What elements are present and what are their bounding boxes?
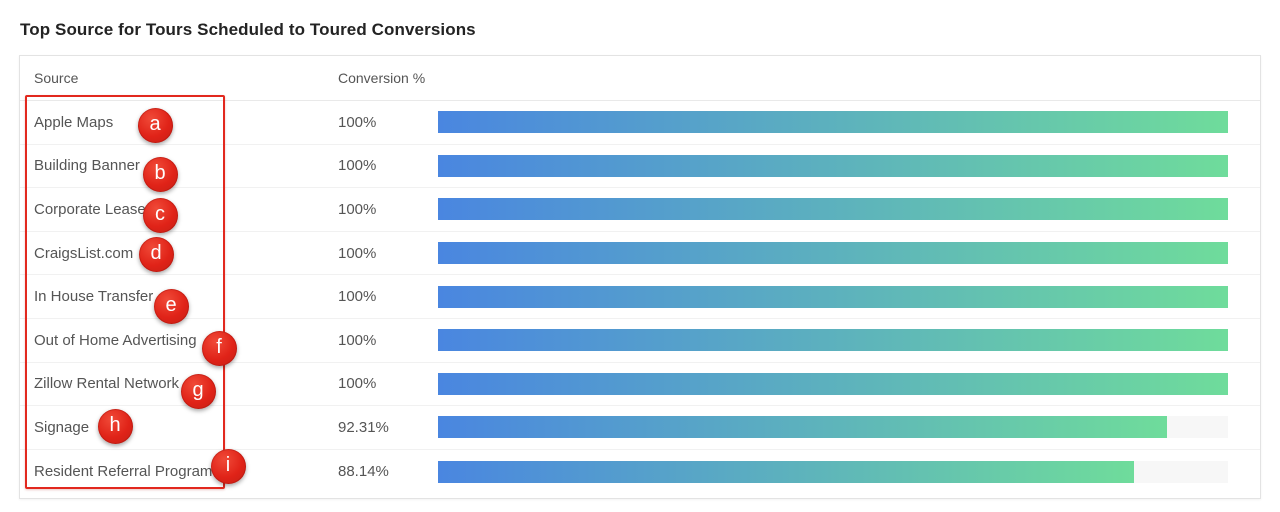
table-header-row: Source Conversion % — [20, 56, 1260, 101]
table-row: Building Banner 100% — [20, 145, 1260, 189]
conversion-bar-track — [438, 285, 1228, 308]
conversion-bar — [438, 285, 1228, 308]
table-row: Apple Maps 100% — [20, 101, 1260, 145]
conversion-bar — [438, 460, 1135, 483]
table-row: Signage 92.31% — [20, 406, 1260, 450]
table-row: CraigsList.com 100% — [20, 232, 1260, 276]
source-label: Resident Referral Program — [34, 463, 213, 481]
conversion-bar — [438, 111, 1228, 134]
conversion-bar — [438, 372, 1228, 395]
source-label: Apple Maps — [34, 113, 114, 131]
conversion-bar — [438, 242, 1228, 265]
conversion-value: 92.31% — [338, 418, 389, 436]
conversion-bar-track — [438, 111, 1228, 134]
conversion-value: 100% — [338, 375, 377, 393]
conversion-bar-track — [438, 154, 1228, 177]
source-label: Signage — [34, 418, 90, 436]
conversion-bar-track — [438, 416, 1228, 439]
table-row: In House Transfer 100% — [20, 275, 1260, 319]
table-row: Resident Referral Program 88.14% — [20, 450, 1260, 494]
conversion-bar-track — [438, 198, 1228, 221]
conversion-value: 100% — [338, 113, 377, 131]
table-body: Apple Maps 100% Building Banner 100% Cor… — [20, 101, 1260, 493]
conversion-bar — [438, 154, 1228, 177]
table-row: Zillow Rental Network 100% — [20, 363, 1260, 407]
source-label: Out of Home Advertising — [34, 331, 197, 349]
column-header-conversion: Conversion % — [338, 70, 426, 86]
source-label: Corporate Lease — [34, 200, 146, 218]
page-title: Top Source for Tours Scheduled to Toured… — [20, 20, 476, 39]
conversion-bar — [438, 416, 1168, 439]
conversion-report-card: Source Conversion % Apple Maps 100% Buil… — [19, 55, 1261, 499]
source-label: Building Banner — [34, 157, 140, 175]
conversion-value: 100% — [338, 288, 377, 306]
conversion-value: 100% — [338, 157, 377, 175]
conversion-bar-track — [438, 329, 1228, 352]
table-row: Corporate Lease 100% — [20, 188, 1260, 232]
table-row: Out of Home Advertising 100% — [20, 319, 1260, 363]
conversion-value: 100% — [338, 244, 377, 262]
conversion-bar — [438, 198, 1228, 221]
column-header-source: Source — [34, 70, 79, 86]
conversion-bar-track — [438, 460, 1228, 483]
conversion-bar-track — [438, 242, 1228, 265]
conversion-bar-track — [438, 372, 1228, 395]
source-label: CraigsList.com — [34, 244, 134, 262]
conversion-bar — [438, 329, 1228, 352]
conversion-value: 88.14% — [338, 463, 389, 481]
source-label: Zillow Rental Network — [34, 375, 180, 393]
conversion-value: 100% — [338, 200, 377, 218]
source-label: In House Transfer — [34, 288, 154, 306]
conversion-value: 100% — [338, 331, 377, 349]
